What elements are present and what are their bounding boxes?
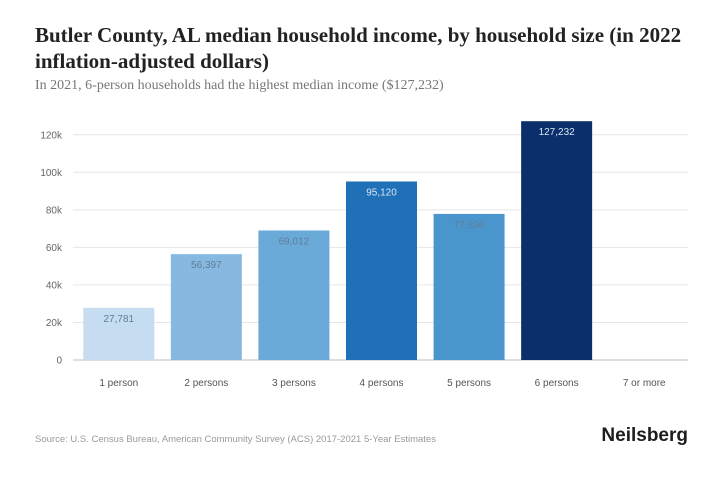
y-tick-label: 40k <box>46 280 63 291</box>
y-tick-label: 20k <box>46 318 63 329</box>
data-label: 69,012 <box>279 236 310 247</box>
bar <box>170 254 242 360</box>
x-tick-label: 3 persons <box>272 378 316 389</box>
data-label: 56,397 <box>191 260 222 271</box>
x-tick-label: 1 person <box>99 378 138 389</box>
bar-chart: 0 20k 40k 60k 80k 100k 120k 27,781 1 person 56,39… <box>40 121 688 389</box>
y-tick-label: 0 <box>56 356 62 367</box>
chart-subtitle: In 2021, 6-person households had the hig… <box>35 78 444 93</box>
y-tick-label: 60k <box>46 243 63 254</box>
neilsberg-logo: Neilsberg <box>601 425 688 446</box>
x-tick-label: 4 persons <box>360 378 404 389</box>
bar <box>346 181 417 360</box>
bar <box>258 230 330 360</box>
bar <box>83 307 155 360</box>
x-tick-label: 7 or more <box>623 378 666 389</box>
data-label: 95,120 <box>366 187 397 198</box>
chart-title: Butler County, AL median household incom… <box>35 23 682 73</box>
y-tick-label: 120k <box>40 130 63 141</box>
y-tick-label: 80k <box>46 205 63 216</box>
x-tick-label: 5 persons <box>447 378 491 389</box>
source-note: Source: U.S. Census Bureau, American Com… <box>35 434 436 445</box>
data-label: 27,781 <box>103 314 134 325</box>
y-tick-label: 100k <box>40 168 63 179</box>
bar <box>521 121 593 361</box>
x-tick-label: 2 persons <box>184 378 228 389</box>
data-label: 127,232 <box>539 127 576 138</box>
data-label: 77,836 <box>454 220 485 231</box>
x-tick-label: 6 persons <box>535 378 579 389</box>
bar <box>433 213 505 360</box>
